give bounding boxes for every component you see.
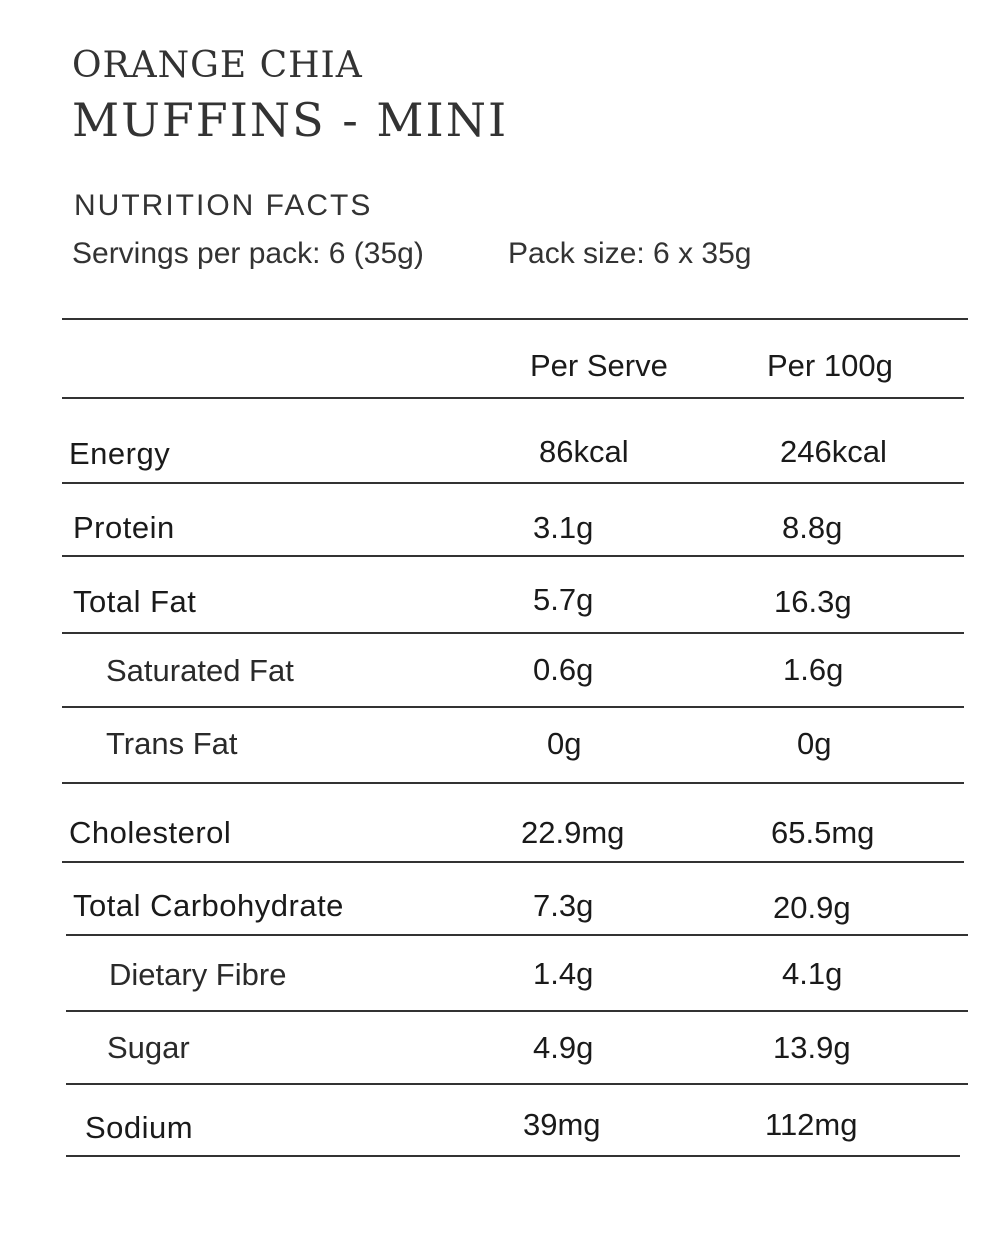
energy-per-serve: 86kcal [539,434,629,469]
total-carbohydrate-per-serve: 7.3g [533,888,594,923]
table-header-rule [62,397,964,399]
row-label-sodium: Sodium [85,1110,194,1145]
row-label-cholesterol: Cholesterol [69,815,232,850]
pack-size: Pack size: 6 x 35g [508,237,752,270]
protein-per-100g: 8.8g [782,510,843,545]
saturated-fat-per-serve: 0.6g [533,652,594,687]
row-divider [62,861,964,863]
cholesterol-per-serve: 22.9mg [521,815,625,850]
sugar-per-serve: 4.9g [533,1030,594,1065]
sugar-per-100g: 13.9g [773,1030,851,1065]
total-fat-per-100g: 16.3g [774,584,852,619]
sodium-per-serve: 39mg [523,1107,601,1142]
product-title-large: MUFFINS - MINI [72,93,509,147]
energy-per-100g: 246kcal [780,434,887,469]
row-divider [62,706,964,708]
row-label-saturated-fat: Saturated Fat [106,653,294,688]
row-label-trans-fat: Trans Fat [106,726,238,761]
column-header-per-serve: Per Serve [530,348,668,383]
row-label-total-fat: Total Fat [73,584,197,619]
row-divider [66,1083,968,1085]
row-label-total-carbohydrate: Total Carbohydrate [73,888,344,923]
row-label-protein: Protein [73,510,175,545]
cholesterol-per-100g: 65.5mg [771,815,875,850]
row-divider [66,1010,968,1012]
row-divider [62,632,964,634]
servings-per-pack: Servings per pack: 6 (35g) [72,237,424,270]
saturated-fat-per-100g: 1.6g [783,652,844,687]
total-fat-per-serve: 5.7g [533,582,594,617]
sodium-per-100g: 112mg [765,1107,858,1142]
table-top-rule [62,318,968,320]
total-carbohydrate-per-100g: 20.9g [773,890,851,925]
trans-fat-per-serve: 0g [547,726,582,761]
dietary-fibre-per-serve: 1.4g [533,956,594,991]
row-divider [66,934,968,936]
row-label-sugar: Sugar [107,1030,190,1065]
row-label-dietary-fibre: Dietary Fibre [109,957,287,992]
dietary-fibre-per-100g: 4.1g [782,956,843,991]
trans-fat-per-100g: 0g [797,726,832,761]
product-title-small: ORANGE CHIA [72,45,363,86]
row-divider [62,555,964,557]
column-header-per-100g: Per 100g [767,348,893,383]
table-bottom-rule [66,1155,960,1157]
row-divider [62,482,964,484]
nutrition-facts-heading: NUTRITION FACTS [74,189,373,222]
row-divider [62,782,964,784]
protein-per-serve: 3.1g [533,510,594,545]
row-label-energy: Energy [69,436,171,471]
